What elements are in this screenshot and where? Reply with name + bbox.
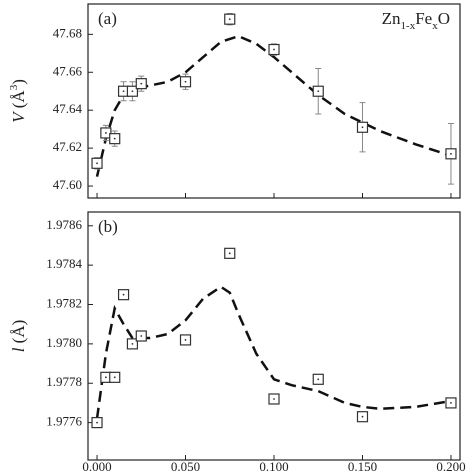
panel-label: (b): [98, 217, 118, 236]
marker-dot: [450, 152, 452, 155]
y-axis-title-part: (Å): [9, 320, 28, 348]
x-tick-label: 0.150: [348, 459, 377, 474]
marker-dot: [104, 376, 107, 379]
marker-dot: [131, 342, 134, 345]
y-axis-title-part: 3: [8, 84, 20, 90]
marker-dot: [140, 82, 143, 85]
y-tick-label: 1.9782: [46, 295, 82, 310]
y-tick-label: 47.64: [53, 101, 83, 116]
formula-annotation: Zn1-xFexO: [382, 9, 450, 32]
marker-dot: [96, 162, 98, 165]
y-tick-label: 47.62: [53, 139, 82, 154]
fit-curve: [95, 285, 452, 419]
formula-part: 1-x: [401, 20, 416, 32]
marker-dot: [184, 80, 187, 83]
marker-dot: [228, 252, 231, 255]
y-axis-title-part: (Å: [9, 90, 28, 113]
y-axis-title-part: V: [9, 110, 28, 123]
y-tick-label: 1.9776: [46, 414, 82, 429]
formula-part: Fe: [415, 9, 432, 28]
y-tick-label: 47.68: [53, 25, 82, 40]
marker-dot: [140, 335, 143, 337]
x-tick-label: 0.050: [171, 459, 200, 474]
y-tick-label: 1.9778: [46, 374, 82, 389]
marker-dot: [96, 421, 98, 424]
x-tick-label: 0.100: [259, 459, 288, 474]
formula-part: O: [438, 9, 450, 28]
marker-dot: [131, 90, 134, 93]
y-tick-label: 1.9784: [46, 256, 82, 271]
marker-dot: [184, 339, 187, 341]
marker-dot: [317, 378, 320, 381]
y-tick-label: 47.60: [53, 177, 82, 192]
marker-dot: [361, 415, 364, 418]
fit-curve: [95, 34, 452, 177]
y-tick-label: 1.9786: [46, 217, 82, 232]
marker-dot: [104, 132, 107, 134]
marker-dot: [122, 293, 125, 296]
x-tick-label: 0.200: [436, 459, 465, 474]
marker-dot: [273, 48, 275, 51]
y-axis-title: V (Å3): [8, 79, 28, 123]
marker-dot: [273, 398, 275, 400]
marker-dot: [450, 402, 452, 404]
y-tick-label: 1.9780: [46, 335, 82, 350]
marker-dot: [122, 90, 125, 93]
y-tick-label: 47.66: [53, 63, 83, 78]
marker-dot: [361, 126, 364, 129]
formula-part: Zn: [382, 9, 401, 28]
y-axis-title: l (Å): [9, 320, 28, 353]
marker-dot: [113, 376, 116, 379]
x-tick-label: 0.000: [82, 459, 111, 474]
marker-dot: [228, 18, 231, 21]
formula-part: x: [432, 20, 438, 32]
plot-frame: [87, 3, 461, 199]
y-axis-title-part: ): [9, 79, 28, 85]
panel-label: (a): [98, 9, 117, 28]
y-axis-title-part: l: [9, 347, 28, 352]
marker-dot: [113, 137, 116, 140]
marker-dot: [317, 90, 320, 93]
